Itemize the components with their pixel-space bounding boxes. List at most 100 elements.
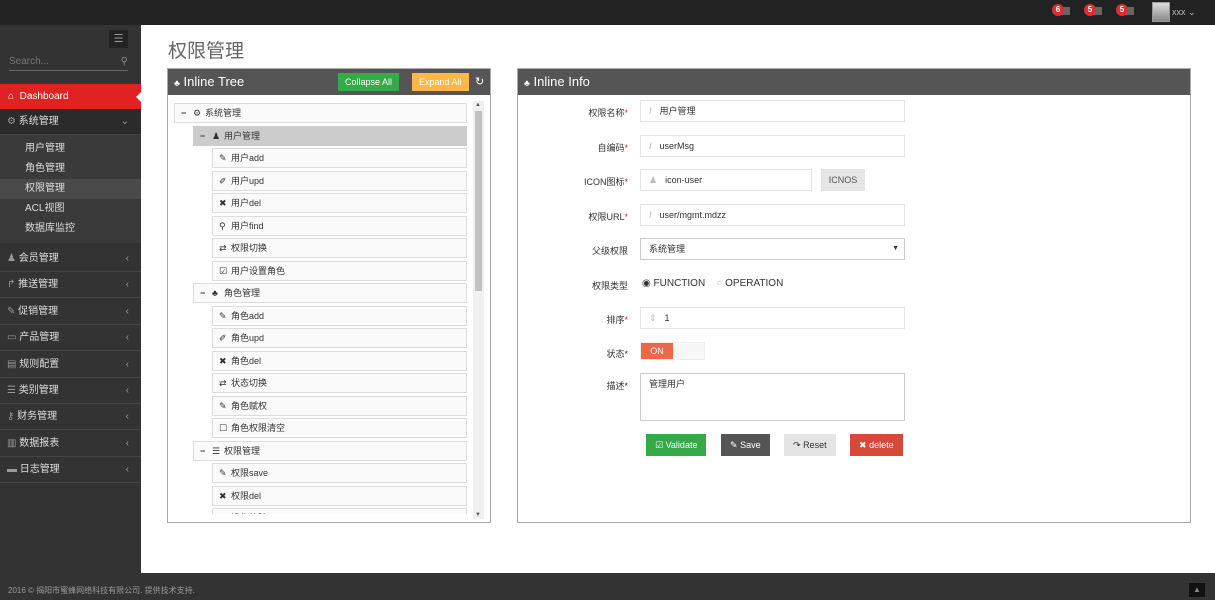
tree-node[interactable]: ☐ 角色权限清空	[212, 418, 467, 438]
chevron-left-icon: ‹	[125, 332, 129, 344]
text-cursor-icon: I	[649, 141, 652, 151]
tree-node[interactable]: ✖ 角色del	[212, 350, 467, 371]
check-icon: ☑	[655, 440, 664, 450]
submenu-item-db-monitor[interactable]: 数据库监控	[25, 223, 75, 234]
chevron-left-icon: ‹	[125, 411, 129, 423]
square-icon: ☐	[219, 423, 228, 433]
tree-node[interactable]: ✎ 用户add	[212, 148, 467, 168]
tree-node[interactable]: − ♟ 用户管理	[193, 125, 467, 146]
tree-node[interactable]: ⇄ 权限切换	[212, 238, 467, 258]
tree-node-label: 角色upd	[231, 333, 265, 343]
chevron-left-icon: ‹	[125, 253, 129, 264]
inbox-icon: ▭	[7, 332, 17, 344]
validate-button[interactable]: ☑ Validate	[646, 434, 707, 456]
collapse-icon[interactable]: −	[181, 108, 187, 118]
desc-textarea[interactable]: 管理用户	[640, 373, 905, 421]
top-bar: 6 5 5 xxx ⌄	[0, 0, 1215, 25]
parent-select[interactable]: 系统管理 ▼	[640, 238, 905, 260]
collapse-icon[interactable]: −	[200, 288, 206, 298]
sidebar-item[interactable]: ♟ 会员管理 ‹	[0, 246, 141, 272]
tree-node[interactable]: ✐操作校验	[212, 508, 467, 514]
collapse-all-button[interactable]: Collapse All	[338, 73, 400, 91]
radio-operation[interactable]: ○ OPERATION	[716, 278, 784, 289]
tree-node[interactable]: − ♣ 角色管理	[193, 283, 467, 303]
tree-node[interactable]: − ⚙ 系统管理	[174, 103, 467, 123]
tree-node[interactable]: ✐ 用户upd	[212, 170, 467, 191]
tree-node[interactable]: ⇄ 状态切换	[212, 373, 467, 393]
tree-node[interactable]: ✎ 角色赋权	[212, 395, 467, 416]
tree-node[interactable]: ☑ 用户设置角色	[212, 260, 467, 281]
sidebar-item[interactable]: ▬ 日志管理 ‹	[0, 457, 141, 484]
save-button[interactable]: ✎ Save	[721, 434, 770, 456]
times-icon: ✖	[219, 490, 227, 501]
user-icon: ♟	[649, 175, 658, 185]
name-input[interactable]: I 用户管理	[640, 100, 905, 122]
text-cursor-icon: I	[649, 210, 652, 220]
sidebar-item[interactable]: ▭ 产品管理 ‹	[0, 325, 141, 352]
collapse-icon[interactable]: −	[200, 445, 206, 456]
sidebar-item[interactable]: ▥ 数据报表 ‹	[0, 431, 141, 457]
tree-node-label: 角色赋权	[231, 400, 268, 411]
radio-function[interactable]: ◉ FUNCTION	[642, 278, 706, 289]
sidebar-toggle-button[interactable]: ☰	[109, 30, 128, 48]
tree-node[interactable]: ✐ 角色upd	[212, 328, 467, 348]
sidebar-item[interactable]: ⚷ 财务管理 ‹	[0, 404, 141, 431]
notification-button[interactable]: 6	[1052, 4, 1072, 18]
user-menu[interactable]: xxx ⌄	[1172, 7, 1196, 18]
tree-panel-header: ♣ Inline Tree Collapse All Expand All ↻	[168, 69, 490, 95]
collapse-icon[interactable]: −	[200, 130, 206, 141]
sidebar-item[interactable]: ☰ 类别管理 ‹	[0, 378, 141, 404]
credit-card-icon: ▬	[7, 464, 17, 476]
expand-all-button[interactable]: Expand All	[412, 73, 469, 91]
search-icon[interactable]: ⚲	[120, 56, 128, 67]
edit-icon: ✐	[219, 175, 227, 186]
tree-node-label: 用户add	[231, 153, 265, 163]
sidebar-item[interactable]: ▤ 规则配置 ‹	[0, 352, 141, 378]
tree-node-label: 用户find	[231, 220, 264, 231]
panel-title: Inline Info	[533, 74, 590, 89]
order-input[interactable]: ⇕ 1	[640, 307, 905, 329]
inbox-button[interactable]: 5	[1084, 4, 1104, 18]
cogs-icon: ⚙	[193, 108, 202, 118]
tree-node-label: 角色add	[231, 310, 265, 321]
icon-input[interactable]: ♟ icon-user	[640, 169, 812, 191]
sort-icon: ⇕	[649, 313, 657, 323]
sidebar-item[interactable]: ↱ 推送管理 ‹	[0, 272, 141, 299]
submenu-item-acl[interactable]: ACL视图	[25, 203, 65, 214]
submenu-item-permissions[interactable]: 权限管理	[0, 179, 141, 199]
status-toggle[interactable]: ON	[640, 342, 705, 360]
sidebar-item-dashboard[interactable]: ⌂ Dashboard	[0, 84, 141, 109]
envelope-icon	[1092, 7, 1102, 15]
refresh-icon[interactable]: ↻	[475, 76, 485, 88]
avatar[interactable]	[1152, 2, 1170, 22]
submenu-item-users[interactable]: 用户管理	[25, 143, 65, 154]
sidebar: ☰ ⚲ ⌂ Dashboard ⚙ 系统管理 ⌄ 用户管理 角色管理 权限管理 A…	[0, 25, 141, 573]
search-input[interactable]	[9, 56, 109, 67]
tree-node[interactable]: ✖ 用户del	[212, 193, 467, 213]
sidebar-item[interactable]: ✎ 促销管理 ‹	[0, 299, 141, 325]
scroll-top-button[interactable]: ▲	[1189, 583, 1205, 597]
tree-node[interactable]: − ☰ 权限管理	[193, 440, 467, 461]
tree-scrollbar[interactable]: ▲ ▼	[473, 101, 484, 519]
pencil-icon: ✎	[219, 400, 227, 411]
tree-node-label: 权限del	[231, 490, 262, 501]
tasks-button[interactable]: 5	[1116, 4, 1136, 18]
sidebar-item-label: 会员管理	[18, 253, 59, 264]
sidebar-item-system[interactable]: ⚙ 系统管理 ⌄	[0, 109, 141, 135]
chevron-left-icon: ‹	[125, 437, 129, 449]
tree-node[interactable]: ⚲ 用户find	[212, 215, 467, 236]
submenu-item-roles[interactable]: 角色管理	[25, 163, 65, 174]
icons-button[interactable]: ICNOS	[821, 169, 865, 191]
chevron-left-icon: ‹	[125, 279, 129, 291]
tree-node[interactable]: ✎ 角色add	[212, 305, 467, 326]
tree-node[interactable]: ✎ 权限save	[212, 463, 467, 483]
delete-button[interactable]: ✖ delete	[850, 434, 903, 456]
edit-icon: ✐	[219, 509, 231, 514]
tree-node[interactable]: ✖ 权限del	[212, 485, 467, 506]
chevron-left-icon: ‹	[125, 385, 129, 396]
list-alt-icon: ▤	[7, 358, 17, 370]
reset-button[interactable]: ↷ Reset	[784, 434, 836, 456]
